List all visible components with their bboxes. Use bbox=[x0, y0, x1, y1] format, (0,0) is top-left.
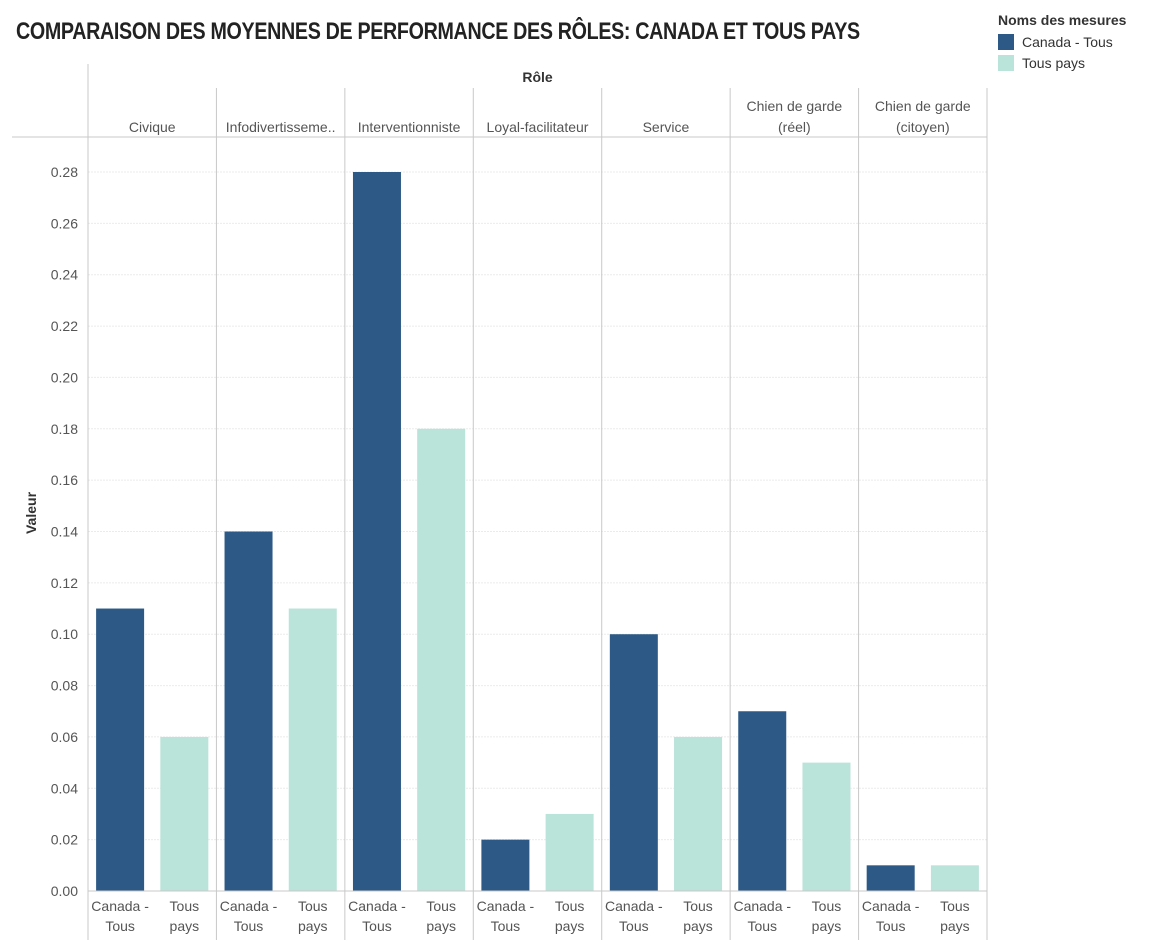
y-tick-label: 0.14 bbox=[51, 524, 78, 540]
bar bbox=[417, 428, 466, 891]
bar bbox=[930, 865, 979, 891]
bar bbox=[674, 736, 723, 891]
category-label: Interventionniste bbox=[358, 119, 461, 135]
y-tick-label: 0.28 bbox=[51, 164, 78, 180]
bar bbox=[738, 711, 787, 891]
legend-label-canada: Canada - Tous bbox=[1022, 34, 1113, 50]
x-tick-label: Canada - bbox=[220, 898, 278, 914]
x-tick-label: Tous bbox=[234, 918, 264, 934]
x-tick-label: Tous bbox=[491, 918, 521, 934]
x-tick-label: pays bbox=[940, 918, 970, 934]
bar bbox=[160, 736, 209, 891]
category-label: Infodivertisseme.. bbox=[226, 119, 336, 135]
bar bbox=[352, 172, 401, 891]
y-tick-label: 0.12 bbox=[51, 575, 78, 591]
bar bbox=[481, 839, 530, 891]
x-tick-label: Tous bbox=[170, 898, 200, 914]
x-tick-label: Canada - bbox=[348, 898, 406, 914]
x-tick-label: pays bbox=[683, 918, 713, 934]
legend-swatch-canada bbox=[998, 34, 1014, 50]
x-tick-label: Tous bbox=[876, 918, 906, 934]
category-label: Loyal-facilitateur bbox=[487, 119, 589, 135]
bar bbox=[545, 813, 594, 891]
x-tick-label: Canada - bbox=[733, 898, 791, 914]
x-tick-label: Canada - bbox=[605, 898, 663, 914]
x-tick-label: Canada - bbox=[91, 898, 149, 914]
legend-title: Noms des mesures bbox=[998, 12, 1127, 28]
x-tick-label: Tous bbox=[683, 898, 713, 914]
y-tick-label: 0.16 bbox=[51, 472, 78, 488]
y-axis-title: Valeur bbox=[23, 491, 39, 534]
x-tick-label: Tous bbox=[555, 898, 585, 914]
y-tick-label: 0.00 bbox=[51, 883, 78, 899]
x-tick-label: Tous bbox=[298, 898, 328, 914]
x-tick-label: pays bbox=[812, 918, 842, 934]
legend-swatch-tous-pays bbox=[998, 55, 1014, 71]
y-tick-label: 0.22 bbox=[51, 318, 78, 334]
x-tick-label: Tous bbox=[426, 898, 456, 914]
y-tick-label: 0.24 bbox=[51, 267, 78, 283]
bar bbox=[288, 608, 337, 891]
x-tick-label: Canada - bbox=[477, 898, 535, 914]
bar bbox=[224, 531, 273, 891]
x-tick-label: pays bbox=[298, 918, 328, 934]
bar bbox=[96, 608, 145, 891]
bar bbox=[802, 762, 851, 891]
y-tick-label: 0.06 bbox=[51, 729, 78, 745]
category-label: Chien de garde bbox=[875, 98, 971, 114]
bar bbox=[609, 634, 658, 891]
x-tick-label: pays bbox=[555, 918, 585, 934]
bar bbox=[866, 865, 915, 891]
x-tick-label: pays bbox=[170, 918, 200, 934]
y-tick-label: 0.04 bbox=[51, 780, 78, 796]
x-tick-label: Tous bbox=[105, 918, 135, 934]
category-label: (citoyen) bbox=[896, 119, 950, 135]
y-tick-label: 0.10 bbox=[51, 626, 78, 642]
legend-item-tous-pays[interactable]: Tous pays bbox=[998, 55, 1126, 71]
x-tick-label: Tous bbox=[362, 918, 392, 934]
y-tick-label: 0.02 bbox=[51, 832, 78, 848]
x-tick-label: Tous bbox=[812, 898, 842, 914]
category-label: Chien de garde bbox=[746, 98, 842, 114]
legend-item-canada[interactable]: Canada - Tous bbox=[998, 34, 1126, 50]
x-tick-label: Tous bbox=[747, 918, 777, 934]
legend: Noms des mesures Canada - Tous Tous pays bbox=[998, 12, 1126, 76]
legend-label-tous-pays: Tous pays bbox=[1022, 55, 1086, 71]
x-tick-label: pays bbox=[426, 918, 456, 934]
y-tick-label: 0.26 bbox=[51, 215, 78, 231]
y-tick-label: 0.18 bbox=[51, 421, 78, 437]
category-label: Civique bbox=[129, 119, 176, 135]
x-tick-label: Canada - bbox=[862, 898, 920, 914]
x-tick-label: Tous bbox=[940, 898, 970, 914]
category-label: (réel) bbox=[778, 119, 811, 135]
column-header: Rôle bbox=[522, 69, 553, 85]
y-tick-label: 0.08 bbox=[51, 678, 78, 694]
x-tick-label: Tous bbox=[619, 918, 649, 934]
y-tick-label: 0.20 bbox=[51, 369, 78, 385]
category-label: Service bbox=[643, 119, 690, 135]
chart-title: COMPARAISON DES MOYENNES DE PERFORMANCE … bbox=[16, 18, 860, 45]
